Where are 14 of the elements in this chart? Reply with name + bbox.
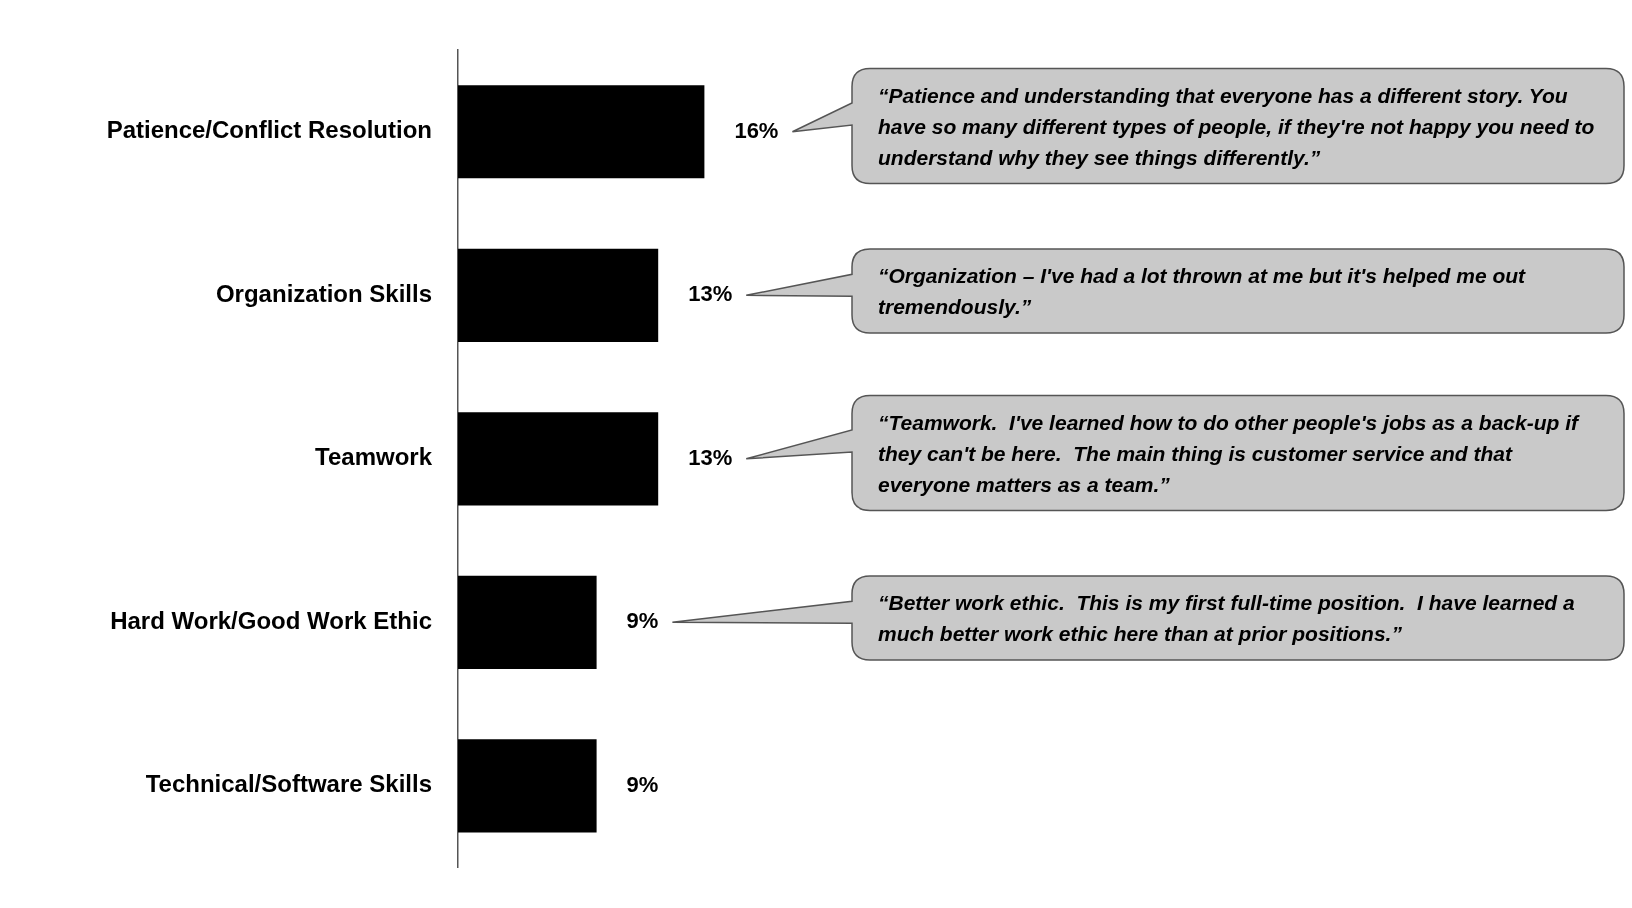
- text: “Better work ethic. This is my first full-time position. I have learned a much better work ethic here than at prior positions.”: [878, 590, 1576, 648]
- y-tick-label: Teamwork: [315, 443, 433, 471]
- data-label: 16%: [734, 117, 779, 143]
- y-tick-label: Organization Skills: [215, 279, 432, 307]
- data-label: 9%: [626, 608, 659, 634]
- text: “Patience and understanding that everyone has a different story. You have so many different types of people, if they're not happy you need to understand why they see things differently.”: [878, 82, 1596, 171]
- data-label: 13%: [688, 281, 733, 307]
- text: “Teamwork. I've learned how to do other people's jobs as a back-up if they can't be here. The main thing is customer service and that everyone matters as a team.”: [878, 409, 1581, 498]
- data-label: 9%: [626, 771, 659, 797]
- text: “Organization – I've had a lot thrown at me but it's helped me out tremendously.”: [878, 263, 1527, 321]
- y-tick-label: Patience/Conflict Resolution: [106, 116, 432, 144]
- data-label: 13%: [688, 444, 733, 470]
- y-tick-label: Technical/Software Skills: [145, 770, 432, 798]
- y-tick-label: Hard Work/Good Work Ethic: [110, 606, 432, 634]
